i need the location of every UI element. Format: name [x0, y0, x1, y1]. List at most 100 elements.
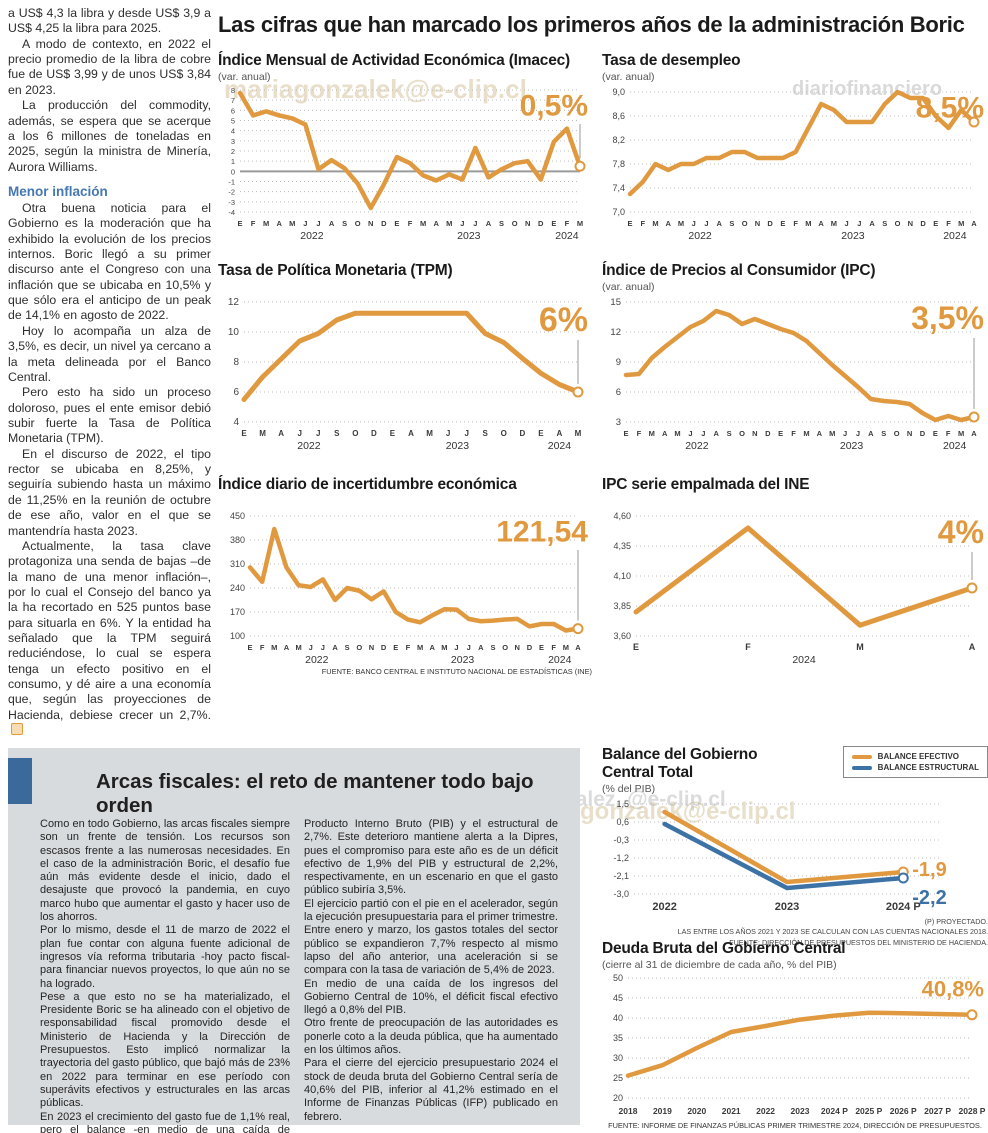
svg-text:0: 0	[231, 167, 235, 176]
svg-text:M: M	[958, 219, 964, 228]
article-paragraph: Hoy lo acompaña un alza de 3,5%, es deci…	[8, 323, 211, 384]
svg-text:F: F	[793, 219, 798, 228]
svg-text:M: M	[563, 643, 569, 652]
svg-text:M: M	[575, 429, 582, 438]
svg-text:-3: -3	[228, 198, 235, 207]
svg-text:8,2: 8,2	[612, 135, 625, 145]
svg-text:E: E	[933, 429, 938, 438]
svg-text:-1,9: -1,9	[912, 859, 946, 881]
svg-text:E: E	[539, 643, 544, 652]
svg-text:50: 50	[613, 973, 623, 983]
svg-text:2024: 2024	[943, 230, 967, 242]
svg-text:5: 5	[231, 116, 235, 125]
svg-text:F: F	[640, 219, 645, 228]
fiscal-column-1: Como en todo Gobierno, las arcas fiscale…	[40, 818, 290, 1133]
svg-text:2023: 2023	[791, 1106, 810, 1116]
svg-text:4: 4	[233, 417, 239, 428]
svg-text:S: S	[483, 429, 489, 438]
svg-text:S: S	[882, 219, 887, 228]
svg-text:M: M	[271, 643, 277, 652]
article-paragraph: a US$ 4,3 la libra y desde US$ 3,9 a US$…	[8, 6, 211, 36]
svg-text:-0,3: -0,3	[613, 835, 629, 845]
svg-text:8: 8	[233, 357, 239, 368]
svg-text:M: M	[417, 643, 423, 652]
svg-text:S: S	[490, 643, 495, 652]
svg-text:3,85: 3,85	[613, 601, 631, 611]
svg-text:F: F	[791, 429, 796, 438]
svg-text:E: E	[633, 642, 639, 652]
svg-text:M: M	[803, 429, 809, 438]
svg-text:M: M	[289, 219, 295, 228]
svg-text:F: F	[946, 219, 951, 228]
svg-text:J: J	[845, 219, 849, 228]
chart-source: FUENTE: BANCO CENTRAL E INSTITUTO NACION…	[321, 666, 592, 676]
svg-text:100: 100	[230, 631, 245, 641]
svg-text:M: M	[263, 219, 269, 228]
legend-label: BALANCE EFECTIVO	[877, 752, 960, 761]
svg-text:M: M	[295, 643, 301, 652]
svg-text:2025 P: 2025 P	[855, 1106, 882, 1116]
svg-text:J: J	[464, 429, 468, 438]
svg-text:240: 240	[230, 583, 245, 593]
chart-subtitle: (var. anual)	[602, 70, 655, 83]
svg-text:S: S	[499, 219, 504, 228]
chart-deuda: Deuda Bruta del Gobierno Central (cierre…	[602, 940, 988, 1130]
chart-tpm: Tasa de Política Monetaria (TPM) 12 10 8 6 4…	[218, 262, 592, 452]
svg-text:F: F	[251, 219, 256, 228]
legend-swatch-orange	[851, 754, 872, 759]
svg-text:3,60: 3,60	[613, 631, 631, 641]
fiscal-paragraph: Producto Interno Bruto (PIB) y el estruc…	[304, 818, 558, 897]
svg-text:7,8: 7,8	[612, 159, 625, 169]
fiscal-title: Arcas fiscales: el reto de mantener todo…	[96, 770, 534, 817]
svg-text:M: M	[856, 642, 864, 652]
svg-text:M: M	[649, 429, 655, 438]
svg-text:-2,1: -2,1	[613, 871, 629, 881]
fiscal-paragraph: En 2023 el crecimiento del gasto fue de …	[40, 1110, 290, 1133]
svg-text:A: A	[969, 642, 976, 652]
svg-text:121,54: 121,54	[496, 515, 588, 548]
svg-text:J: J	[473, 219, 477, 228]
chart-title: Índice de Precios al Consumidor (IPC)	[602, 262, 876, 279]
svg-text:6: 6	[616, 387, 621, 398]
svg-text:D: D	[371, 429, 377, 438]
legend-item-efectivo: BALANCE EFECTIVO	[851, 751, 979, 762]
svg-text:9: 9	[616, 357, 621, 368]
svg-text:J: J	[303, 219, 307, 228]
svg-text:A: A	[868, 429, 874, 438]
article-paragraph: A modo de contexto, en 2022 el precio pr…	[8, 36, 211, 97]
svg-text:2022: 2022	[297, 440, 321, 452]
svg-text:E: E	[623, 429, 628, 438]
svg-text:20: 20	[613, 1093, 623, 1103]
svg-text:F: F	[406, 643, 411, 652]
svg-text:M: M	[674, 429, 680, 438]
svg-text:2027 P: 2027 P	[924, 1106, 951, 1116]
svg-text:2020: 2020	[687, 1106, 706, 1116]
svg-text:450: 450	[230, 511, 245, 521]
svg-text:-4: -4	[228, 208, 235, 217]
svg-text:2024: 2024	[548, 440, 572, 452]
svg-text:S: S	[342, 219, 347, 228]
svg-text:15: 15	[610, 297, 621, 308]
fiscal-paragraph: Como en todo Gobierno, las arcas fiscale…	[40, 818, 290, 924]
svg-text:2024 P: 2024 P	[886, 901, 921, 913]
svg-text:N: N	[908, 219, 913, 228]
article-paragraph: La producción del commodity, además, se …	[8, 98, 211, 174]
svg-text:J: J	[843, 429, 847, 438]
ipc-empalmada-line-chart: 4,60 4,35 4,10 3,85 3,60E F M A 2024 4%	[613, 511, 984, 666]
article-paragraph-text: Actualmente, la tasa clave protagoniza u…	[8, 538, 211, 722]
svg-text:J: J	[316, 219, 320, 228]
svg-text:E: E	[390, 429, 396, 438]
svg-text:J: J	[309, 643, 313, 652]
svg-text:4,10: 4,10	[613, 571, 631, 581]
svg-text:E: E	[538, 429, 544, 438]
svg-text:D: D	[765, 429, 771, 438]
svg-text:2024: 2024	[943, 440, 967, 452]
svg-text:J: J	[692, 219, 696, 228]
chart-subtitle: (var. anual)	[218, 70, 271, 83]
svg-text:O: O	[894, 429, 900, 438]
svg-text:O: O	[739, 429, 745, 438]
svg-text:D: D	[381, 643, 387, 652]
svg-text:F: F	[637, 429, 642, 438]
svg-text:7: 7	[231, 96, 235, 105]
footnote: LAS ENTRE LOS AÑOS 2021 Y 2023 SE CALCUL…	[677, 927, 988, 937]
